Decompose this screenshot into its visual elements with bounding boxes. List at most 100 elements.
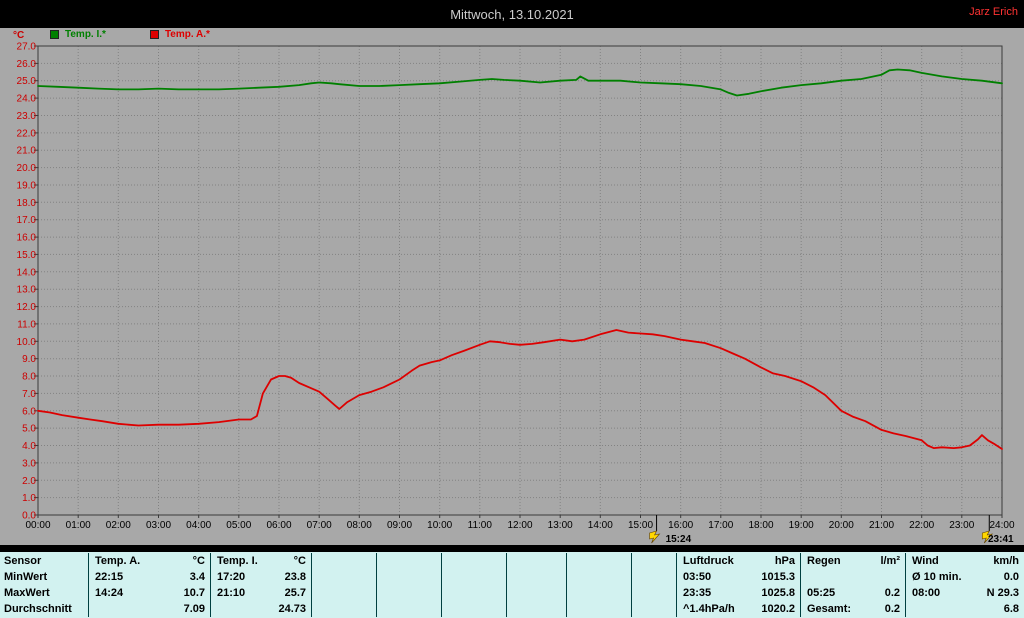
svg-text:14.0: 14.0 — [17, 267, 37, 278]
svg-text:20:00: 20:00 — [829, 520, 854, 531]
svg-text:06:00: 06:00 — [266, 520, 291, 531]
svg-text:1.0: 1.0 — [22, 493, 36, 504]
svg-text:24:00: 24:00 — [989, 520, 1014, 531]
table-cell — [311, 585, 376, 601]
svg-text:21:00: 21:00 — [869, 520, 894, 531]
svg-text:18.0: 18.0 — [17, 198, 37, 209]
column-header: Temp. A. °C — [88, 553, 210, 569]
temp-a-swatch-icon — [149, 30, 159, 39]
svg-text:13:00: 13:00 — [548, 520, 573, 531]
svg-text:22.0: 22.0 — [17, 128, 37, 139]
table-cell — [311, 601, 376, 617]
svg-text:01:00: 01:00 — [66, 520, 91, 531]
svg-text:22:00: 22:00 — [909, 520, 934, 531]
table-cell — [566, 585, 631, 601]
svg-text:00:00: 00:00 — [25, 520, 50, 531]
chart-area: °C Temp. I.* Temp. A.* 0.0 1.0 2.0 3.0 4.0 5.… — [0, 28, 1024, 545]
row-label: Durchschnitt — [4, 603, 72, 615]
svg-text:24.0: 24.0 — [17, 94, 37, 105]
svg-text:3.0: 3.0 — [22, 458, 36, 469]
svg-text:09:00: 09:00 — [387, 520, 412, 531]
svg-text:10:00: 10:00 — [427, 520, 452, 531]
svg-text:12.0: 12.0 — [17, 302, 37, 313]
column-header: Temp. I. °C — [210, 553, 311, 569]
column-header — [376, 553, 441, 569]
svg-text:20.0: 20.0 — [17, 163, 37, 174]
table-cell — [631, 601, 676, 617]
chart-date-title: Mittwoch, 13.10.2021 — [450, 7, 574, 22]
svg-text:15:00: 15:00 — [628, 520, 653, 531]
table-cell — [441, 585, 506, 601]
column-header: Luftdruck hPa — [676, 553, 800, 569]
svg-text:7.0: 7.0 — [22, 389, 36, 400]
svg-text:11.0: 11.0 — [17, 319, 36, 330]
table-cell — [376, 585, 441, 601]
legend-item-temp-i: Temp. I.* — [50, 29, 106, 40]
legend-item-temp-a: Temp. A.* — [149, 29, 210, 40]
svg-text:04:00: 04:00 — [186, 520, 211, 531]
table-cell: 22:15 3.4 — [88, 569, 210, 585]
svg-text:23.0: 23.0 — [17, 111, 37, 122]
column-header: Regen l/m² — [800, 553, 905, 569]
svg-text:11:00: 11:00 — [468, 520, 493, 531]
column-header — [441, 553, 506, 569]
svg-text:02:00: 02:00 — [106, 520, 131, 531]
table-cell — [631, 585, 676, 601]
table-cell: Ø 10 min. 0.0 — [905, 569, 1024, 585]
svg-text:23:00: 23:00 — [949, 520, 974, 531]
title-bar: Mittwoch, 13.10.2021 Jarz Erich — [0, 0, 1024, 28]
svg-text:15:24: 15:24 — [666, 534, 692, 545]
svg-text:6.0: 6.0 — [22, 406, 36, 417]
table-cell: 21:10 25.7 — [210, 585, 311, 601]
table-cell — [506, 601, 566, 617]
table-cell — [506, 585, 566, 601]
svg-text:9.0: 9.0 — [22, 354, 36, 365]
svg-text:07:00: 07:00 — [307, 520, 332, 531]
svg-text:21.0: 21.0 — [17, 146, 37, 157]
svg-text:27.0: 27.0 — [17, 42, 37, 53]
svg-text:17:00: 17:00 — [708, 520, 733, 531]
row-label: MinWert — [4, 571, 48, 583]
column-header: Wind km/h — [905, 553, 1024, 569]
svg-text:16:00: 16:00 — [668, 520, 693, 531]
table-cell — [376, 601, 441, 617]
svg-text:05:00: 05:00 — [226, 520, 251, 531]
svg-text:8.0: 8.0 — [22, 372, 36, 383]
table-cell — [311, 569, 376, 585]
table-cell — [631, 569, 676, 585]
svg-text:4.0: 4.0 — [22, 441, 36, 452]
table-cell: 7.09 — [88, 601, 210, 617]
svg-text:08:00: 08:00 — [347, 520, 372, 531]
temp-i-swatch-icon — [50, 30, 59, 39]
table-cell: ^1.4hPa/h 1020.2 — [676, 601, 800, 617]
svg-text:13.0: 13.0 — [17, 285, 37, 296]
column-header — [566, 553, 631, 569]
row-label: Sensor — [4, 555, 42, 567]
svg-text:03:00: 03:00 — [146, 520, 171, 531]
svg-text:19:00: 19:00 — [789, 520, 814, 531]
table-cell: 6.8 — [905, 601, 1024, 617]
table-cell — [566, 601, 631, 617]
table-cell: 03:50 1015.3 — [676, 569, 800, 585]
temp-i-legend-label: Temp. I.* — [65, 29, 106, 40]
svg-text:2.0: 2.0 — [22, 476, 36, 487]
svg-text:23:41: 23:41 — [988, 534, 1014, 545]
svg-text:14:00: 14:00 — [588, 520, 613, 531]
stats-table: Sensor Temp. A. °C Temp. I. °C Luftdruck hPa Re… — [0, 552, 1024, 618]
column-header — [506, 553, 566, 569]
table-cell: Gesamt: 0.2 — [800, 601, 905, 617]
svg-text:10.0: 10.0 — [17, 337, 37, 348]
chart-legend: Temp. I.* Temp. A.* — [50, 29, 210, 40]
column-header — [311, 553, 376, 569]
table-cell: 05:25 0.2 — [800, 585, 905, 601]
svg-text:5.0: 5.0 — [22, 424, 36, 435]
svg-text:12:00: 12:00 — [507, 520, 532, 531]
svg-text:15.0: 15.0 — [17, 250, 37, 261]
table-cell — [800, 569, 905, 585]
row-label: MaxWert — [4, 587, 50, 599]
svg-text:26.0: 26.0 — [17, 59, 37, 70]
table-cell: 14:24 10.7 — [88, 585, 210, 601]
svg-text:0.0: 0.0 — [22, 511, 36, 522]
svg-text:19.0: 19.0 — [17, 181, 37, 192]
